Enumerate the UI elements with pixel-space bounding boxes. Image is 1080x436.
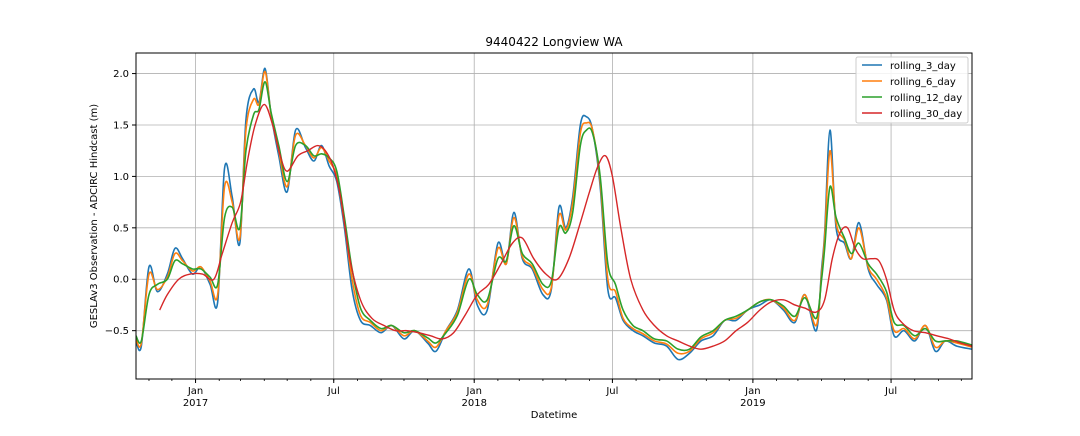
y-axis-label: GESLAv3 Observation - ADCIRC Hindcast (m… xyxy=(89,104,100,328)
x-tick-year-label: 2017 xyxy=(183,398,208,409)
chart-title: 9440422 Longview WA xyxy=(485,35,623,49)
legend-label-rolling-12-day: rolling_12_day xyxy=(890,93,962,104)
legend: rolling_3_day rolling_6_day rolling_12_d… xyxy=(855,56,969,124)
x-tick-year-label: 2018 xyxy=(461,398,486,409)
y-tick-label: 0.0 xyxy=(113,275,129,286)
x-tick-year-label: 2019 xyxy=(740,398,765,409)
series-line-rolling-3-day xyxy=(135,67,973,361)
series-line-rolling-12-day xyxy=(135,80,973,352)
legend-label-rolling-6-day: rolling_6_day xyxy=(890,77,956,88)
y-tick-label: 0.5 xyxy=(113,223,129,234)
x-tick-label: Jul xyxy=(605,386,618,397)
y-tick-label: 1.0 xyxy=(113,172,129,183)
x-tick-label: Jan xyxy=(744,386,760,397)
x-tick-label: Jul xyxy=(884,386,897,397)
y-tick-label: 2.0 xyxy=(113,69,129,80)
plot-frame xyxy=(135,52,973,380)
legend-label-rolling-30-day: rolling_30_day xyxy=(890,109,962,120)
x-tick-label: Jan xyxy=(466,386,482,397)
legend-box xyxy=(855,56,969,124)
series-line-rolling-30-day xyxy=(159,103,973,350)
series-line-rolling-6-day xyxy=(135,70,973,355)
x-tick-label: Jul xyxy=(327,386,340,397)
legend-label-rolling-3-day: rolling_3_day xyxy=(890,61,956,72)
x-axis-label: Datetime xyxy=(531,410,578,421)
series-layer xyxy=(135,67,973,361)
x-tick-label: Jan xyxy=(187,386,203,397)
y-tick-label: −0.5 xyxy=(105,326,129,337)
y-tick-label: 1.5 xyxy=(113,120,129,131)
